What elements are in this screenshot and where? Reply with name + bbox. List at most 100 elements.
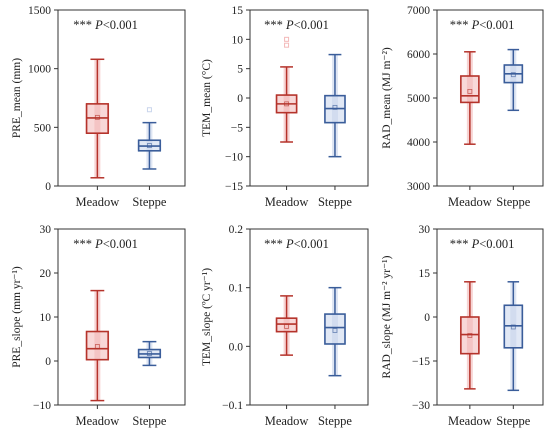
y-tick-label: 1000: [28, 64, 51, 76]
y-axis-label-unit: (MJ m⁻²): [381, 47, 393, 91]
y-tick-label: 10: [232, 34, 244, 46]
box-steppe: [503, 48, 524, 112]
y-axis-label: TEM_mean (°C): [201, 59, 213, 137]
outlier-point: [284, 36, 290, 42]
annotation-value: <0.001: [294, 237, 329, 251]
y-axis-label-unit: (ºC yr⁻¹): [201, 268, 213, 309]
x-category-label: Steppe: [132, 195, 166, 209]
box-iqr: [460, 75, 480, 104]
x-category-label: Meadow: [265, 195, 309, 209]
plot-frame: [57, 228, 186, 406]
y-tick-label: −10: [33, 400, 51, 412]
panel-c: 3000 4000 5000 6000 7000 Meadow Steppe *** P<0.…: [381, 5, 544, 209]
panel-e: −0.1 0.0 0.1 0.2 Meadow Steppe *** P<0.001 TEM_…: [201, 224, 369, 428]
y-tick-label: 6000: [407, 49, 430, 61]
plot-frame: [436, 228, 544, 406]
mean-marker: [147, 143, 152, 148]
mean-marker: [332, 328, 338, 333]
box-meadow: [85, 58, 110, 179]
y-axis-label-sub: _slope: [381, 324, 393, 355]
annotation-p: P: [94, 237, 103, 251]
mean-marker: [94, 114, 100, 120]
box-meadow: [459, 51, 480, 145]
mean-marker: [284, 101, 289, 107]
annotation-stars: ***: [264, 18, 283, 32]
y-axis-label-main: TEM: [201, 342, 213, 366]
panel-b: −15 −10 −5 0 5 10 15 Meadow Steppe *** P<0.001 TEM…: [201, 5, 369, 209]
box-steppe: [137, 340, 162, 367]
box-iqr: [275, 317, 298, 333]
y-axis-label: PRE_mean (mm): [11, 58, 23, 138]
plot-frame: [436, 9, 544, 187]
mean-marker: [284, 323, 289, 329]
y-tick-label: 4000: [407, 137, 430, 149]
y-tick-label: −15: [412, 356, 430, 368]
significance-annotation: *** P<0.001: [264, 237, 329, 251]
y-axis-label-unit: (MJ m⁻² yr⁻¹): [381, 255, 393, 321]
y-tick-label: 0: [45, 181, 51, 193]
y-tick-label: 1500: [28, 5, 51, 17]
annotation-p: P: [471, 18, 480, 32]
annotation-value: <0.001: [103, 18, 138, 32]
y-tick-label: −10: [225, 152, 243, 164]
y-tick-label: 20: [40, 268, 52, 280]
x-category-label: Meadow: [75, 195, 119, 209]
y-tick-label: 3000: [407, 181, 430, 193]
box-steppe: [137, 107, 162, 170]
x-category-label: Meadow: [75, 414, 119, 428]
panel-f: −30 −15 0 15 30 Meadow Steppe *** P<0.001 RAD_sl…: [381, 224, 544, 428]
box-meadow: [85, 289, 110, 402]
y-tick-label: 5: [237, 64, 243, 76]
mean-marker: [94, 344, 100, 349]
mean-marker: [147, 351, 152, 356]
y-tick-label: −5: [231, 122, 243, 134]
x-category-label: Steppe: [496, 195, 530, 209]
plot-frame: [249, 228, 369, 406]
y-axis-label-main: PRE: [11, 347, 23, 368]
y-tick-label: 30: [419, 224, 431, 236]
y-tick-label: 0: [424, 312, 430, 324]
x-category-label: Steppe: [496, 414, 530, 428]
y-axis-label: TEM_slope (ºC yr⁻¹): [201, 268, 213, 366]
plot-frame: [249, 9, 369, 187]
annotation-value: <0.001: [479, 18, 514, 32]
y-tick-label: 5000: [407, 93, 430, 105]
annotation-p: P: [285, 237, 294, 251]
y-tick-label: 0: [237, 93, 243, 105]
annotation-p: P: [94, 18, 103, 32]
y-tick-label: 15: [232, 5, 244, 17]
box-steppe: [503, 281, 524, 392]
annotation-value: <0.001: [479, 237, 514, 251]
y-tick-label: 15: [419, 268, 431, 280]
x-category-label: Meadow: [448, 414, 492, 428]
box-meadow: [275, 36, 298, 143]
annotation-stars: ***: [264, 237, 283, 251]
annotation-p: P: [285, 18, 294, 32]
annotation-stars: ***: [450, 18, 469, 32]
y-tick-label: 0.2: [229, 224, 244, 236]
mean-marker: [467, 89, 473, 94]
annotation-stars: ***: [73, 18, 92, 32]
y-axis-label: RAD_mean (MJ m⁻²): [381, 47, 393, 149]
mean-marker: [510, 72, 516, 78]
box-meadow: [459, 281, 480, 390]
y-axis-label-sub: _slope: [201, 312, 213, 343]
outlier-point: [284, 42, 290, 48]
y-tick-label: −15: [225, 181, 243, 193]
x-category-label: Steppe: [132, 414, 166, 428]
x-category-label: Meadow: [448, 195, 492, 209]
y-axis-label-unit: (°C): [201, 59, 213, 79]
y-axis-label-unit: (mm yr⁻¹): [11, 266, 23, 314]
y-tick-label: 0.0: [229, 341, 244, 353]
y-axis-label: PRE_slope (mm yr⁻¹): [11, 266, 23, 368]
y-tick-label: 7000: [407, 5, 430, 17]
plot-frame: [57, 9, 186, 187]
y-tick-label: 500: [34, 122, 52, 134]
y-axis-label: RAD_slope (MJ m⁻² yr⁻¹): [381, 255, 393, 378]
y-tick-label: 0: [45, 356, 51, 368]
significance-annotation: *** P<0.001: [450, 237, 515, 251]
y-tick-label: 0.1: [229, 283, 244, 295]
y-axis-label-main: RAD_mean: [381, 94, 393, 149]
y-tick-label: 10: [40, 312, 52, 324]
